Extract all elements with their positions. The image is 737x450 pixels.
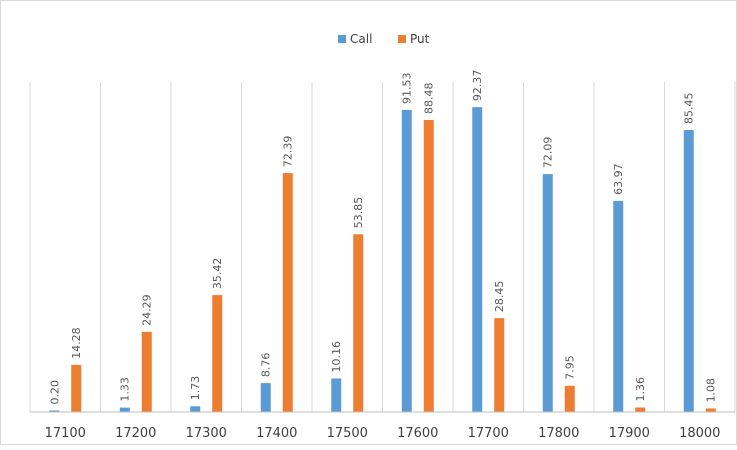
put-bar-17500 [353, 234, 364, 412]
put-value-label-17200: 24.29 [141, 294, 154, 326]
put-value-label-17600: 88.48 [423, 83, 436, 115]
put-bar-17600 [423, 120, 434, 413]
put-bar-17300 [212, 295, 223, 412]
x-tick-label-17500: 17500 [327, 426, 368, 441]
call-bar-17200 [119, 407, 130, 412]
x-tick-label-17300: 17300 [186, 426, 227, 441]
put-value-label-17700: 28.45 [493, 281, 506, 313]
call-value-label-17900: 63.97 [612, 163, 625, 195]
call-bar-17800 [542, 174, 553, 412]
call-value-label-17400: 8.76 [260, 353, 273, 378]
put-bar-17900 [635, 407, 646, 412]
call-value-label-17600: 91.53 [401, 72, 414, 104]
legend: Call Put [338, 32, 430, 46]
call-value-label-17100: 0.20 [48, 380, 61, 405]
put-legend-label: Put [410, 32, 430, 46]
put-value-label-17100: 14.28 [70, 327, 83, 359]
x-axis: 17100 17200 17300 17400 17500 17600 17700 17800… [30, 411, 735, 441]
put-bar-17100 [71, 364, 82, 412]
x-tick-label-17100: 17100 [45, 426, 86, 441]
call-value-label-17800: 72.09 [542, 137, 555, 169]
call-bar-17300 [190, 406, 201, 412]
call-bar-17100 [49, 410, 60, 412]
call-value-label-18000: 85.45 [683, 93, 696, 125]
x-tick-label-17700: 17700 [468, 426, 509, 441]
call-legend-swatch [338, 35, 346, 43]
put-value-label-17900: 1.36 [634, 377, 647, 402]
call-value-label-17500: 10.16 [330, 341, 343, 373]
x-tick-label-17200: 17200 [115, 426, 156, 441]
put-value-label-17300: 35.42 [211, 258, 224, 290]
put-value-label-17500: 53.85 [352, 197, 365, 229]
put-bar-17200 [141, 331, 152, 412]
put-value-label-17400: 72.39 [282, 136, 295, 168]
data-labels: 0.20 14.28 1.33 24.29 1.73 35.42 8.76 72.39 10.1… [48, 70, 718, 405]
call-value-label-17200: 1.33 [119, 377, 132, 402]
call-bar-17900 [613, 200, 624, 412]
x-tick-label-17600: 17600 [397, 426, 438, 441]
put-value-label-17800: 7.95 [564, 355, 577, 380]
call-value-label-17300: 1.73 [189, 376, 202, 401]
put-bar-17400 [282, 173, 293, 412]
call-bar-17700 [472, 107, 483, 412]
put-value-label-18000: 1.08 [705, 378, 718, 403]
call-bar-17400 [260, 383, 271, 412]
x-tick-label-17900: 17900 [609, 426, 650, 441]
call-bar-18000 [683, 130, 694, 412]
call-bar-17600 [401, 109, 412, 413]
x-tick-label-17800: 17800 [538, 426, 579, 441]
put-bar-18000 [705, 408, 716, 412]
bars [49, 107, 716, 413]
put-legend-swatch [398, 35, 406, 43]
x-tick-label-17400: 17400 [256, 426, 297, 441]
put-bar-17800 [564, 385, 575, 412]
call-value-label-17700: 92.37 [471, 70, 484, 102]
put-bar-17700 [494, 318, 505, 412]
gridlines [29, 82, 736, 412]
call-legend-label: Call [350, 32, 372, 46]
x-tick-label-18000: 18000 [679, 426, 720, 441]
call-bar-17500 [331, 378, 342, 412]
